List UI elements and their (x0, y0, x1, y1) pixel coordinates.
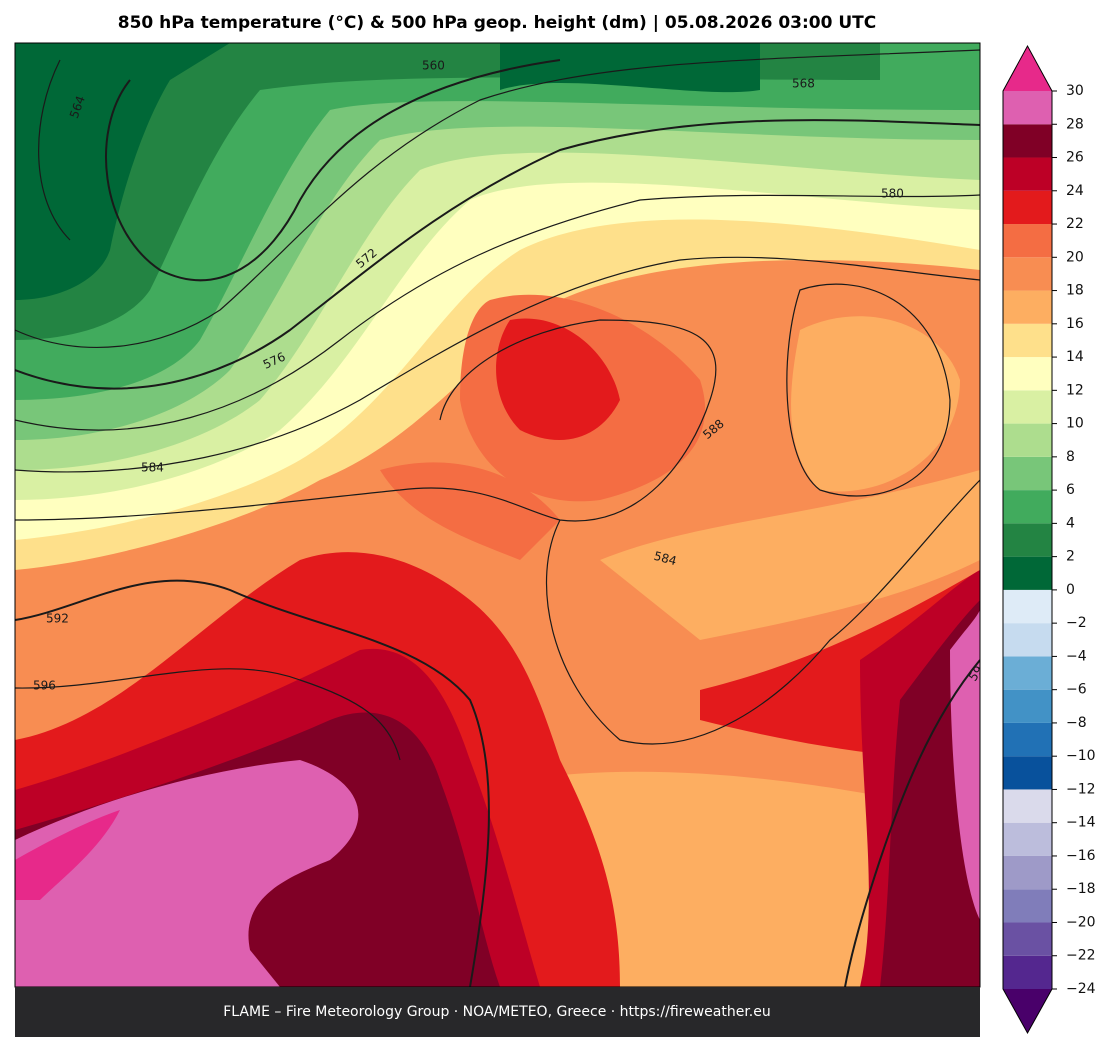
contour-line (15, 668, 401, 761)
colorbar-bin (1003, 889, 1052, 923)
colorbar-tick-label: −24 (1066, 981, 1096, 997)
colorbar-tick-label: 14 (1066, 349, 1084, 365)
colorbar-bin (1003, 190, 1052, 225)
colorbar-bin (1003, 323, 1052, 358)
colorbar-bin (1003, 589, 1052, 624)
colorbar-tick-label: −20 (1066, 914, 1096, 930)
colorbar-bin (1003, 257, 1052, 291)
contour-line (15, 256, 980, 473)
temp-4 (15, 43, 980, 400)
colorbar-tick-label: −16 (1066, 848, 1096, 864)
contour-line (15, 49, 980, 349)
colorbar-tick-label: −12 (1066, 781, 1096, 797)
colorbar-bin (1003, 656, 1052, 690)
contour-label: 596 (33, 679, 56, 693)
temp-28 (15, 610, 980, 987)
colorbar-bin (1003, 490, 1052, 524)
colorbar-tick-label: −22 (1066, 948, 1096, 964)
colorbar-bin (1003, 855, 1052, 890)
colorbar-tick-label: −4 (1066, 648, 1087, 664)
colorbar-bin (1003, 91, 1052, 125)
temp-0 (15, 43, 760, 300)
colorbar-tick-label: 18 (1066, 283, 1084, 299)
contour-line (15, 119, 980, 390)
colorbar: −24−22−20−18−16−14−12−10−8−6−4−202468101… (1002, 44, 1096, 1035)
temp-30 (15, 810, 120, 900)
contour-label: 580 (881, 187, 904, 201)
contour-line (545, 479, 980, 745)
colorbar-bin (1003, 423, 1052, 457)
colorbar-tick-label: 20 (1066, 249, 1084, 265)
colorbar-bin (1003, 722, 1052, 757)
title: 850 hPa temperature (°C) & 500 hPa geop.… (118, 13, 877, 33)
colorbar-tick-label: 24 (1066, 183, 1084, 199)
colorbar-bin (1003, 290, 1052, 324)
colorbar-bin (1003, 623, 1052, 657)
colorbar-tick-label: −6 (1066, 682, 1087, 698)
contour-line (844, 659, 980, 987)
colorbar-tick-label: 0 (1066, 582, 1075, 598)
colorbar-over (1003, 46, 1052, 91)
colorbar-bin (1003, 390, 1052, 424)
colorbar-tick-label: −2 (1066, 615, 1087, 631)
colorbar-bin (1003, 357, 1052, 391)
footer-text: FLAME – Fire Meteorology Group · NOA/MET… (223, 1004, 771, 1020)
colorbar-tick-label: 22 (1066, 216, 1084, 232)
colorbar-tick-label: 2 (1066, 549, 1075, 565)
colorbar-tick-label: −10 (1066, 748, 1096, 764)
colorbar-bin (1003, 922, 1052, 956)
contour-label: 568 (792, 77, 815, 91)
colorbar-tick-label: 28 (1066, 116, 1084, 132)
map: 560 568 564 580 572 576 584 588 584 592 … (15, 43, 980, 987)
colorbar-tick-label: 12 (1066, 382, 1084, 398)
colorbar-bin (1003, 789, 1052, 823)
temp-2 (15, 43, 880, 340)
colorbar-tick-label: 4 (1066, 515, 1075, 531)
colorbar-tick-label: −18 (1066, 881, 1096, 897)
contour-line (15, 319, 717, 522)
colorbar-tick-label: −14 (1066, 815, 1096, 831)
colorbar-under (1003, 989, 1052, 1033)
colorbar-bin (1003, 689, 1052, 723)
footer-bar (15, 987, 980, 1037)
contour-line (38, 59, 71, 241)
contour-label: 560 (422, 59, 445, 73)
colorbar-tick-label: 26 (1066, 150, 1084, 166)
colorbar-tick-label: 10 (1066, 416, 1084, 432)
colorbar-bin (1003, 124, 1052, 158)
colorbar-bin (1003, 523, 1052, 557)
colorbar-bin (1003, 224, 1052, 258)
colorbar-bin (1003, 756, 1052, 790)
colorbar-tick-label: −8 (1066, 715, 1087, 731)
contour-line (15, 194, 980, 431)
warm-region (520, 316, 980, 987)
colorbar-tick-label: 6 (1066, 482, 1075, 498)
colorbar-bin (1003, 456, 1052, 491)
colorbar-bin (1003, 556, 1052, 590)
contour-label: 584 (652, 549, 678, 568)
colorbar-tick-label: 8 (1066, 449, 1075, 465)
contour-label: 584 (141, 461, 164, 475)
colorbar-bin (1003, 157, 1052, 191)
colorbar-tick-label: 16 (1066, 316, 1084, 332)
colorbar-bin (1003, 955, 1052, 989)
contour-line (15, 579, 490, 987)
colorbar-bin (1003, 822, 1052, 856)
contour-line (105, 59, 561, 282)
contour-line (786, 283, 951, 497)
contour-label: 592 (46, 612, 69, 626)
colorbar-tick-label: 30 (1066, 83, 1084, 99)
